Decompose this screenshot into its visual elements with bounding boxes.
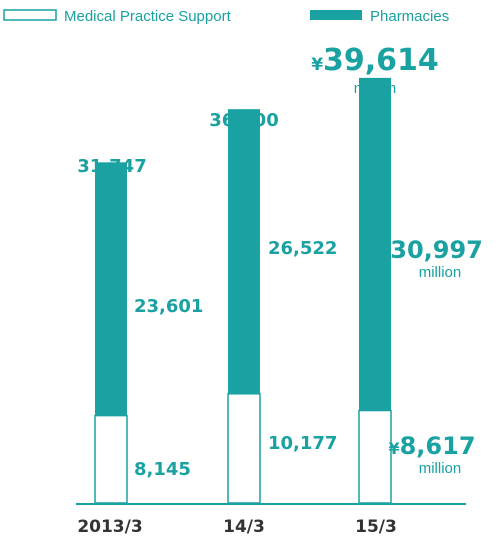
bar-pharmacies-2015 [359, 77, 391, 411]
total-label-2013: 31,747 [77, 156, 146, 177]
bar-pharmacies-2013 [95, 162, 127, 416]
legend-label-pharmacies: Pharmacies [370, 8, 449, 25]
total-label-2015-group: ¥39,614 million [311, 43, 439, 97]
total-label-2014: 36,700 [209, 110, 278, 131]
bar-medical-2015 [358, 409, 392, 504]
bar-pharmacies-2014 [228, 109, 260, 394]
pharmacies-label-2015-text: ¥30,997 [379, 236, 483, 264]
total-label-2015-text: ¥39,614 [311, 43, 439, 78]
bar-medical-2014 [227, 393, 261, 504]
currency-symbol-pharmacies: ¥ [379, 243, 390, 262]
medical-label-2015-text: ¥8,617 [388, 432, 475, 460]
medical-label-2015-group: ¥8,617 million [388, 432, 475, 477]
pharmacies-label-2015-group: ¥30,997 million [379, 236, 483, 281]
total-value-2015: 39,614 [323, 43, 439, 78]
bars-group [94, 77, 392, 504]
pharmacies-label-2014: 26,522 [268, 238, 337, 259]
legend-swatch-medical [3, 9, 57, 21]
medical-label-2013: 8,145 [134, 459, 191, 480]
bar-medical-2013 [94, 414, 128, 504]
legend-swatch-pharmacies [310, 10, 362, 20]
currency-symbol-medical: ¥ [388, 439, 399, 458]
category-label-2013: 2013/3 [77, 517, 142, 537]
medical-label-2014: 10,177 [268, 433, 337, 454]
unit-label-total-2015: million [354, 80, 397, 97]
legend-label-medical: Medical Practice Support [64, 8, 232, 25]
unit-label-medical-2015: million [419, 460, 462, 477]
legend: Medical Practice Support Pharmacies [3, 8, 449, 25]
medical-value-2015: 8,617 [400, 432, 476, 460]
category-label-2014: 14/3 [223, 517, 265, 537]
unit-label-pharmacies-2015: million [419, 264, 462, 281]
category-label-2015: 15/3 [355, 517, 397, 537]
pharmacies-label-2013: 23,601 [134, 296, 203, 317]
currency-symbol-total: ¥ [311, 55, 323, 75]
pharmacies-value-2015: 30,997 [390, 236, 483, 264]
